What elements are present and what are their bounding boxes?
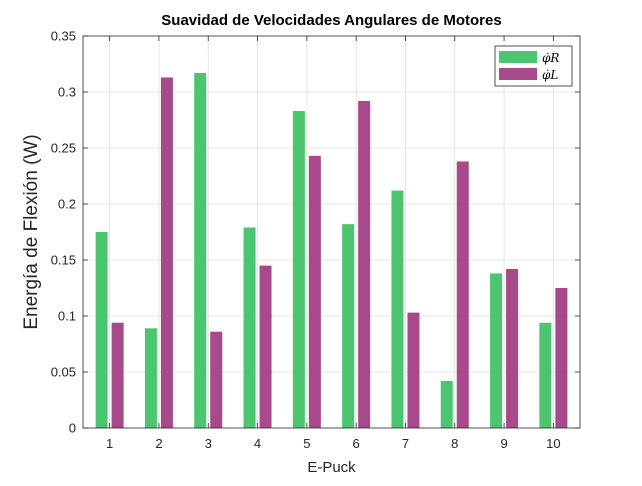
bar-phi-r <box>194 72 207 429</box>
x-tick-label: 4 <box>254 436 261 451</box>
bar-phi-r <box>144 328 157 428</box>
y-tick-label: 0.1 <box>58 309 76 324</box>
legend-swatch-phi-l <box>499 68 537 80</box>
legend: φ̇R φ̇L <box>494 45 573 87</box>
x-tick-label: 7 <box>402 436 409 451</box>
x-tick-label: 10 <box>546 436 560 451</box>
legend-label-phi-l: φ̇L <box>542 68 558 82</box>
legend-swatch-phi-r <box>499 51 537 63</box>
grid-lines <box>83 36 580 428</box>
y-tick-label: 0.25 <box>51 141 76 156</box>
y-tick-label: 0 <box>69 421 76 436</box>
bar-phi-l <box>259 265 272 428</box>
bar-phi-r <box>440 380 453 428</box>
bar-phi-r <box>539 322 552 428</box>
y-tick-label: 0.35 <box>51 29 76 44</box>
bar-phi-r <box>342 224 355 428</box>
x-tick-label: 5 <box>303 436 310 451</box>
chart-title: Suavidad de Velocidades Angulares de Mot… <box>161 12 501 29</box>
bar-phi-r <box>391 190 404 428</box>
bar-phi-l <box>160 77 173 428</box>
bar-phi-r <box>95 232 108 428</box>
x-tick-label: 3 <box>205 436 212 451</box>
bar-phi-l <box>506 268 519 428</box>
legend-label-phi-r: φ̇R <box>542 51 559 65</box>
bar-phi-l <box>111 322 124 428</box>
axis-ticks: 0 0.05 0.1 0.15 0.2 0.25 0.3 0.35 1 2 3 4 5 6 7 8 9 10 <box>51 29 580 451</box>
bar-phi-l <box>555 288 568 428</box>
bars <box>95 72 568 429</box>
bar-phi-r <box>243 227 256 428</box>
x-tick-label: 6 <box>353 436 360 451</box>
y-tick-label: 0.15 <box>51 253 76 268</box>
bar-phi-l <box>308 155 321 428</box>
bar-phi-l <box>358 100 371 429</box>
y-axis-label: Energía de Flexión (W) <box>21 134 42 329</box>
bar-phi-r <box>490 273 503 428</box>
x-tick-label: 8 <box>451 436 458 451</box>
y-tick-label: 0.05 <box>51 365 76 380</box>
bar-phi-l <box>210 331 223 428</box>
x-tick-label: 2 <box>155 436 162 451</box>
x-tick-label: 9 <box>500 436 507 451</box>
bar-phi-l <box>456 161 469 428</box>
y-tick-label: 0.2 <box>58 197 76 212</box>
bar-phi-l <box>407 312 420 428</box>
x-axis-label: E-Puck <box>307 459 356 476</box>
bar-phi-r <box>292 111 305 428</box>
x-tick-label: 1 <box>106 436 113 451</box>
plot-frame <box>82 35 581 429</box>
y-tick-label: 0.3 <box>58 85 76 100</box>
